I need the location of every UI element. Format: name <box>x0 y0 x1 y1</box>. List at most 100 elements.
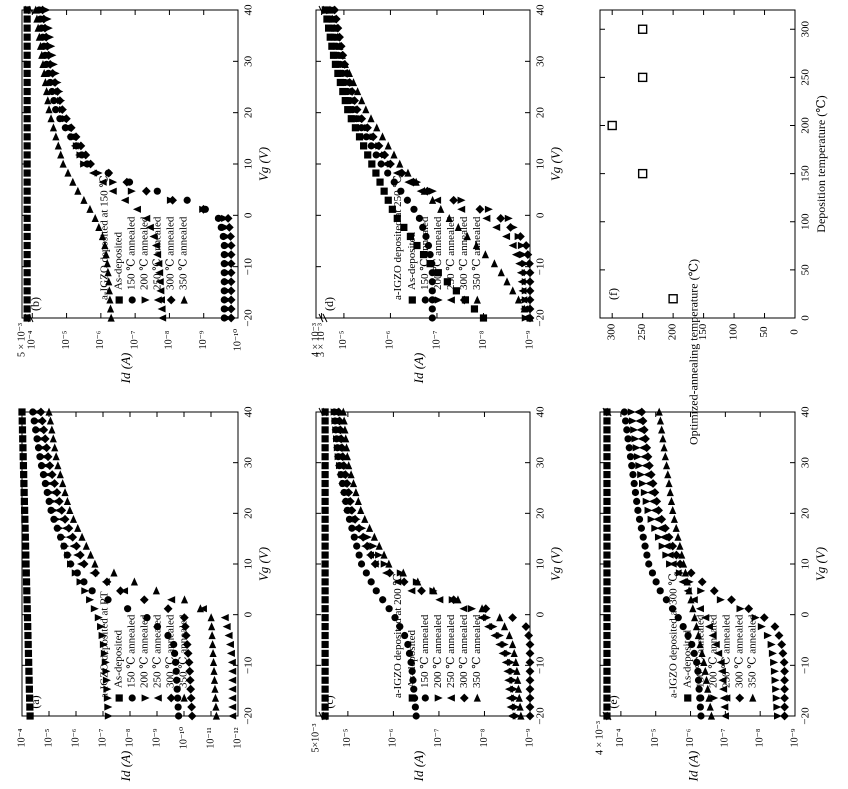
data-point <box>329 51 338 59</box>
data-point <box>36 407 46 417</box>
data-point <box>411 703 419 711</box>
data-point <box>333 32 341 41</box>
x-tick-label: 40 <box>243 4 255 16</box>
data-point <box>603 578 611 586</box>
data-point <box>370 559 380 569</box>
data-point <box>183 196 191 204</box>
data-point <box>378 132 387 141</box>
data-point <box>495 640 504 649</box>
data-point <box>49 123 58 132</box>
data-point <box>321 658 329 666</box>
data-point <box>668 605 677 613</box>
data-point <box>57 505 67 515</box>
data-point <box>415 214 424 222</box>
data-point <box>45 407 53 416</box>
data-point <box>66 133 75 141</box>
data-point <box>321 685 329 693</box>
data-point <box>694 667 702 675</box>
data-point <box>358 532 368 542</box>
data-point <box>341 497 350 506</box>
data-point <box>660 523 670 533</box>
data-point <box>155 278 164 286</box>
data-point <box>23 205 31 213</box>
data-point <box>428 287 436 295</box>
data-point <box>23 287 31 295</box>
legend-label: 350 ℃ annealed <box>178 216 190 290</box>
data-point <box>64 551 73 559</box>
x-tick-label: −20 <box>535 707 547 725</box>
data-point <box>388 205 396 213</box>
data-point <box>452 287 460 295</box>
legend-marker <box>141 694 150 702</box>
data-point <box>347 505 357 515</box>
data-point <box>520 314 529 322</box>
data-point <box>44 50 54 60</box>
data-point <box>329 408 338 416</box>
data-point <box>403 196 412 204</box>
data-point <box>224 631 233 640</box>
data-point <box>475 204 485 214</box>
data-point <box>342 479 352 488</box>
y-tick-label: 10⁻⁵ <box>43 729 54 748</box>
data-point <box>428 296 436 304</box>
data-point <box>211 693 220 702</box>
y-tick-label: 10⁻⁸ <box>124 728 135 747</box>
data-point <box>500 622 509 631</box>
data-point <box>629 470 637 479</box>
data-point <box>516 232 525 241</box>
data-point <box>355 133 364 141</box>
data-point <box>19 435 27 443</box>
x-tick-label: 20 <box>243 507 255 519</box>
data-point <box>673 569 682 577</box>
data-point <box>222 622 231 631</box>
data-point <box>139 595 149 605</box>
data-point <box>654 505 663 515</box>
data-point <box>323 15 331 23</box>
data-point <box>171 658 180 666</box>
data-point <box>350 514 360 524</box>
data-point <box>404 168 412 177</box>
data-point <box>685 586 693 595</box>
data-point <box>780 702 789 712</box>
data-point <box>23 187 31 195</box>
data-point <box>143 614 151 622</box>
legend-marker <box>166 295 176 305</box>
data-point <box>603 470 611 479</box>
data-point <box>42 443 52 453</box>
data-point <box>696 703 704 711</box>
data-point <box>321 640 329 649</box>
legend-label: 300 ℃ annealed <box>733 614 745 688</box>
data-point <box>778 649 788 658</box>
data-point <box>75 151 84 159</box>
series-6 <box>339 407 525 720</box>
data-point <box>338 479 347 488</box>
data-point <box>225 640 234 649</box>
data-point <box>384 196 392 204</box>
panel-annotation: a-IGZO deposited at 200 ℃ <box>392 573 404 698</box>
y-tick-label: 10⁻⁷ <box>97 728 108 747</box>
data-point <box>106 304 115 313</box>
x-tick-label: 50 <box>800 264 812 276</box>
data-point <box>130 577 138 586</box>
data-point <box>435 596 444 604</box>
data-point <box>173 676 181 684</box>
data-point <box>481 250 489 259</box>
data-point <box>104 703 113 711</box>
data-point <box>210 675 219 684</box>
data-point <box>54 497 64 506</box>
data-point <box>127 187 136 195</box>
data-point <box>55 524 64 532</box>
data-point <box>654 533 663 541</box>
data-point <box>102 577 112 587</box>
data-point <box>661 452 669 461</box>
data-point <box>331 426 340 434</box>
data-point <box>66 123 76 133</box>
legend-label: 300 ℃ annealed <box>458 216 470 290</box>
data-point <box>484 622 493 631</box>
legend-marker <box>710 694 719 702</box>
data-point <box>391 614 399 622</box>
data-point <box>678 550 686 559</box>
data-point <box>603 596 611 604</box>
data-point <box>38 50 46 59</box>
data-point <box>603 676 611 684</box>
